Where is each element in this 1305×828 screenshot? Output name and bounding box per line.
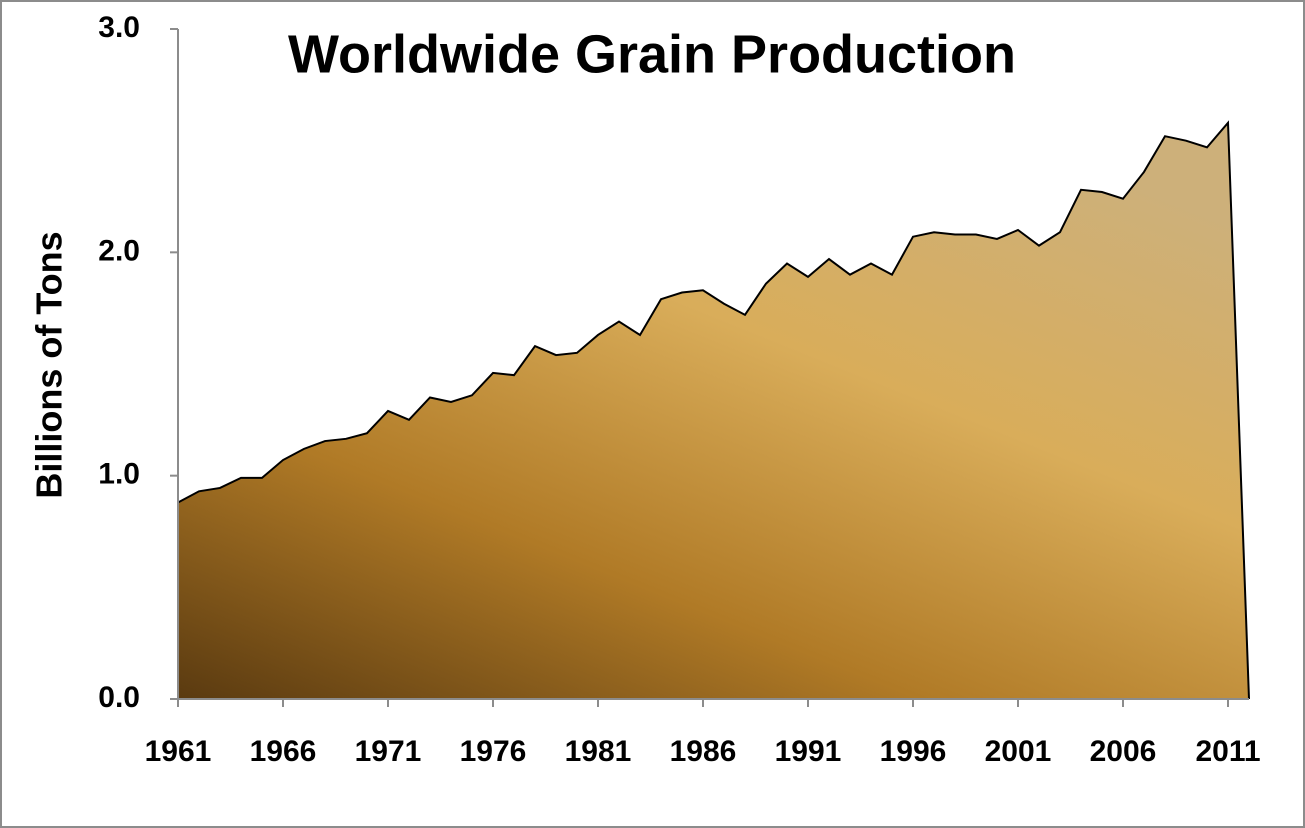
- x-tick-label: 2001: [985, 735, 1052, 768]
- x-tick-label: 1961: [145, 735, 212, 768]
- x-tick-label: 1986: [670, 735, 737, 768]
- x-tick-label: 2011: [1195, 735, 1260, 768]
- y-tick-label: 0.0: [98, 681, 140, 714]
- y-tick-label: 3.0: [98, 11, 140, 44]
- y-axis-label: Billions of Tons: [29, 231, 70, 498]
- x-tick-label: 1991: [775, 735, 842, 768]
- area-outline: [177, 120, 1250, 700]
- area: [178, 122, 1249, 700]
- x-tick-label: 1981: [565, 735, 632, 768]
- x-tick-label: 2006: [1090, 735, 1157, 768]
- x-tick-label: 1996: [880, 735, 947, 768]
- x-tick-label: 1976: [460, 735, 527, 768]
- x-tick-label: 1966: [250, 735, 317, 768]
- chart-title: Worldwide Grain Production: [288, 24, 1016, 84]
- x-tick-label: 1971: [355, 735, 422, 768]
- y-tick-label: 2.0: [98, 234, 140, 267]
- y-tick-label: 1.0: [98, 458, 140, 491]
